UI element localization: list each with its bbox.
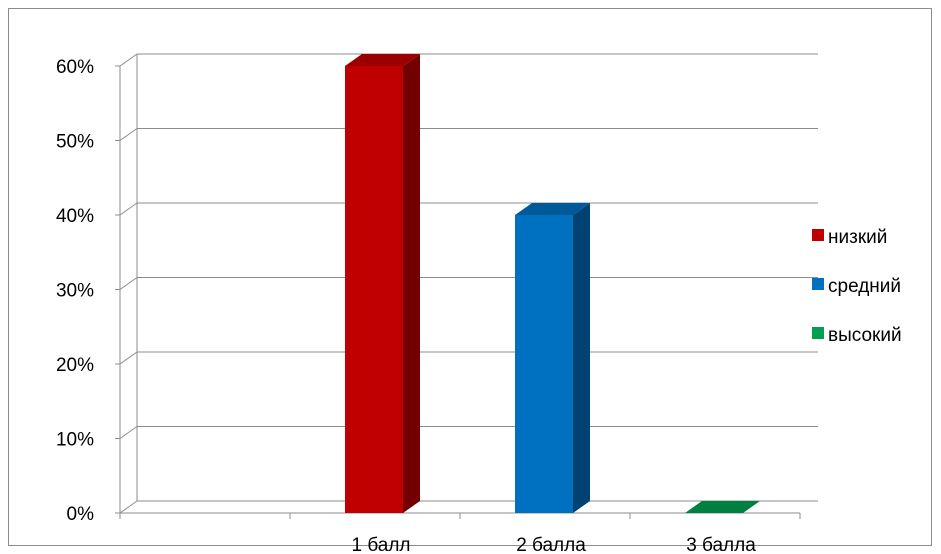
bar-side	[573, 203, 590, 513]
legend-label: низкий	[828, 227, 887, 248]
gridline-depth	[119, 277, 138, 290]
bar-top	[685, 501, 760, 513]
bar-side	[403, 54, 420, 513]
bar-top	[345, 54, 420, 66]
y-tick-label: 20%	[56, 355, 94, 376]
y-tick-label: 10%	[56, 430, 94, 451]
y-tick-label: 60%	[56, 57, 94, 78]
legend-swatch	[812, 327, 824, 339]
bar-top	[515, 203, 590, 215]
x-tick-label: 3 балла	[686, 535, 756, 554]
gridline-depth	[119, 53, 138, 67]
y-axis-ticks: 0% 10% 20% 30% 40% 50% 60%	[56, 57, 120, 525]
gridline-depth	[119, 426, 138, 439]
gridline-depth	[119, 500, 138, 514]
gridlines	[119, 53, 818, 514]
bar	[515, 203, 590, 513]
x-axis: 1 балл 2 балла 3 балла	[119, 512, 801, 554]
x-tick-label: 1 балл	[351, 535, 410, 554]
bars	[345, 54, 760, 513]
legend-swatch	[812, 229, 824, 241]
bar	[685, 501, 760, 513]
legend-label: высокий	[828, 325, 902, 346]
y-tick-label: 0%	[67, 504, 95, 525]
y-tick-label: 40%	[56, 206, 94, 227]
gridline-depth	[119, 202, 138, 216]
gridline-depth	[119, 351, 138, 365]
legend-label: средний	[828, 276, 901, 297]
y-tick-label: 30%	[56, 281, 94, 302]
bar-front	[345, 66, 403, 513]
x-tick-label: 2 балла	[516, 535, 586, 554]
gridline-depth	[119, 128, 138, 141]
legend-swatch	[812, 278, 824, 290]
bar	[345, 54, 420, 513]
legend: низкий средний высокий	[812, 227, 902, 346]
y-tick-label: 50%	[56, 132, 94, 153]
bar-front	[515, 215, 573, 513]
